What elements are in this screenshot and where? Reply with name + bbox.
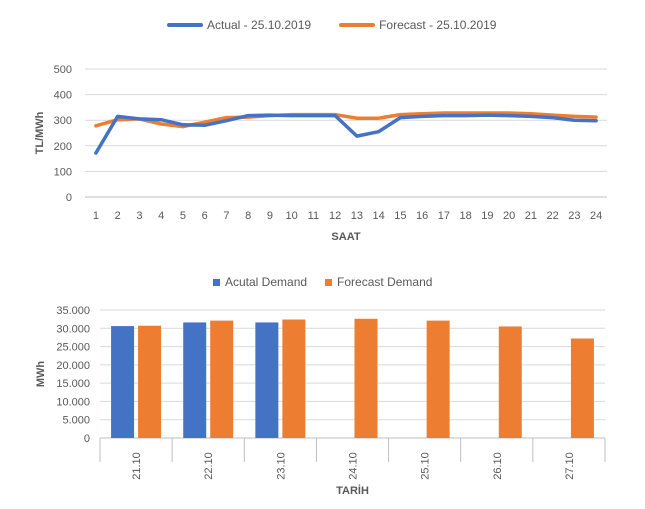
legend-label-actual: Actual - 25.10.2019 (207, 18, 312, 32)
x-tick-label: 2 (115, 210, 121, 222)
y-tick-label: 30.000 (56, 323, 90, 335)
x-tick-label: 23 (568, 210, 580, 222)
legend-item-forecast-demand: Forecast Demand (325, 275, 432, 289)
x-tick-label: 8 (245, 210, 251, 222)
y-tick-label: 100 (54, 166, 72, 178)
legend-swatch-actual (167, 23, 203, 27)
y-tick-label: 400 (54, 90, 72, 102)
x-tick-label: 17 (438, 210, 450, 222)
x-tick-label: 26.10 (492, 452, 504, 480)
x-tick-label: 25.10 (420, 452, 432, 480)
legend-label-actual-demand: Acutal Demand (225, 275, 308, 289)
x-tick-label: 6 (202, 210, 208, 222)
x-tick-label: 24.10 (348, 452, 360, 480)
bar-forecast-demand (282, 319, 306, 438)
series-line-forecast (94, 111, 598, 129)
bar-actual-demand (183, 322, 207, 438)
y-tick-label: 15.000 (56, 378, 90, 390)
x-tick-label: 15 (394, 210, 406, 222)
legend-swatch-forecast (339, 23, 376, 27)
x-tick-label: 9 (267, 210, 273, 222)
bar-forecast-demand (210, 320, 234, 438)
bar-actual-demand (255, 322, 279, 438)
y-tick-label: 35.000 (56, 305, 90, 317)
x-axis-title: SAAT (331, 231, 360, 243)
bar-forecast-demand (354, 318, 378, 438)
legend-item-forecast: Forecast - 25.10.2019 (339, 18, 496, 32)
y-tick-label: 0 (66, 192, 72, 204)
x-tick-label: 18 (460, 210, 472, 222)
bar-actual-demand (111, 326, 135, 438)
x-tick-label: 24 (590, 210, 602, 222)
x-tick-label: 10 (286, 210, 298, 222)
legend-swatch-forecast-demand (325, 278, 333, 286)
x-tick-label: 19 (481, 210, 493, 222)
bar-forecast-demand (426, 320, 450, 438)
x-tick-label: 21 (525, 210, 537, 222)
bar-forecast-demand (498, 326, 522, 438)
legend-item-actual: Actual - 25.10.2019 (167, 18, 311, 32)
legend-item-actual-demand: Acutal Demand (213, 275, 307, 289)
bar-forecast-demand (570, 338, 594, 438)
legend-label-forecast-demand: Forecast Demand (337, 275, 433, 289)
x-tick-label: 12 (329, 210, 341, 222)
legend-label-forecast: Forecast - 25.10.2019 (379, 18, 497, 32)
x-tick-label: 22.10 (203, 452, 215, 480)
y-tick-label: 25.000 (56, 342, 90, 354)
series-line-actual (94, 113, 598, 155)
x-tick-label: 1 (93, 210, 99, 222)
x-tick-label: 14 (373, 210, 385, 222)
x-tick-label: 3 (136, 210, 142, 222)
y-tick-label: 5.000 (62, 415, 90, 427)
y-tick-label: 0 (84, 433, 90, 445)
y-axis-title: TL/MWh (34, 111, 46, 154)
x-tick-label: 21.10 (131, 452, 143, 480)
line-chart-legend: Actual - 25.10.2019 Forecast - 25.10.201… (167, 18, 524, 32)
x-tick-label: 27.10 (564, 452, 576, 480)
x-tick-label: 22 (547, 210, 559, 222)
x-tick-label: 7 (223, 210, 229, 222)
x-tick-label: 23.10 (275, 452, 287, 480)
y-axis-title: MWh (35, 361, 47, 388)
y-tick-label: 20.000 (56, 360, 90, 372)
x-tick-label: 11 (308, 210, 319, 222)
x-tick-label: 4 (158, 210, 164, 222)
legend-swatch-actual-demand (213, 278, 220, 286)
x-axis-title: TARİH (336, 484, 369, 497)
x-tick-label: 5 (180, 210, 186, 222)
y-tick-label: 500 (54, 64, 72, 76)
y-tick-label: 200 (54, 141, 72, 153)
bar-forecast-demand (138, 325, 162, 438)
y-tick-label: 300 (54, 115, 72, 127)
bar-chart-legend: Acutal Demand Forecast Demand (213, 275, 460, 289)
x-tick-label: 20 (503, 210, 515, 222)
y-tick-label: 10.000 (56, 396, 90, 408)
x-tick-label: 16 (416, 210, 428, 222)
x-tick-label: 13 (351, 210, 363, 222)
